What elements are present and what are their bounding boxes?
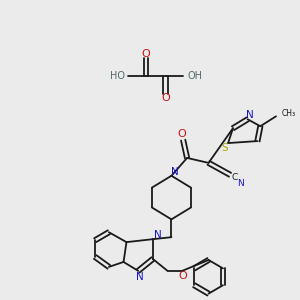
Text: OH: OH xyxy=(187,71,202,81)
Text: O: O xyxy=(178,129,187,139)
Text: N: N xyxy=(136,272,144,282)
Text: C: C xyxy=(232,173,238,182)
Text: N: N xyxy=(246,110,254,120)
Text: O: O xyxy=(161,94,170,103)
Text: HO: HO xyxy=(110,71,124,81)
Text: CH₃: CH₃ xyxy=(282,109,296,118)
Text: O: O xyxy=(142,49,150,59)
Text: O: O xyxy=(179,271,188,281)
Text: N: N xyxy=(172,167,179,177)
Text: N: N xyxy=(154,230,162,240)
Text: S: S xyxy=(221,143,227,153)
Text: N: N xyxy=(237,179,244,188)
